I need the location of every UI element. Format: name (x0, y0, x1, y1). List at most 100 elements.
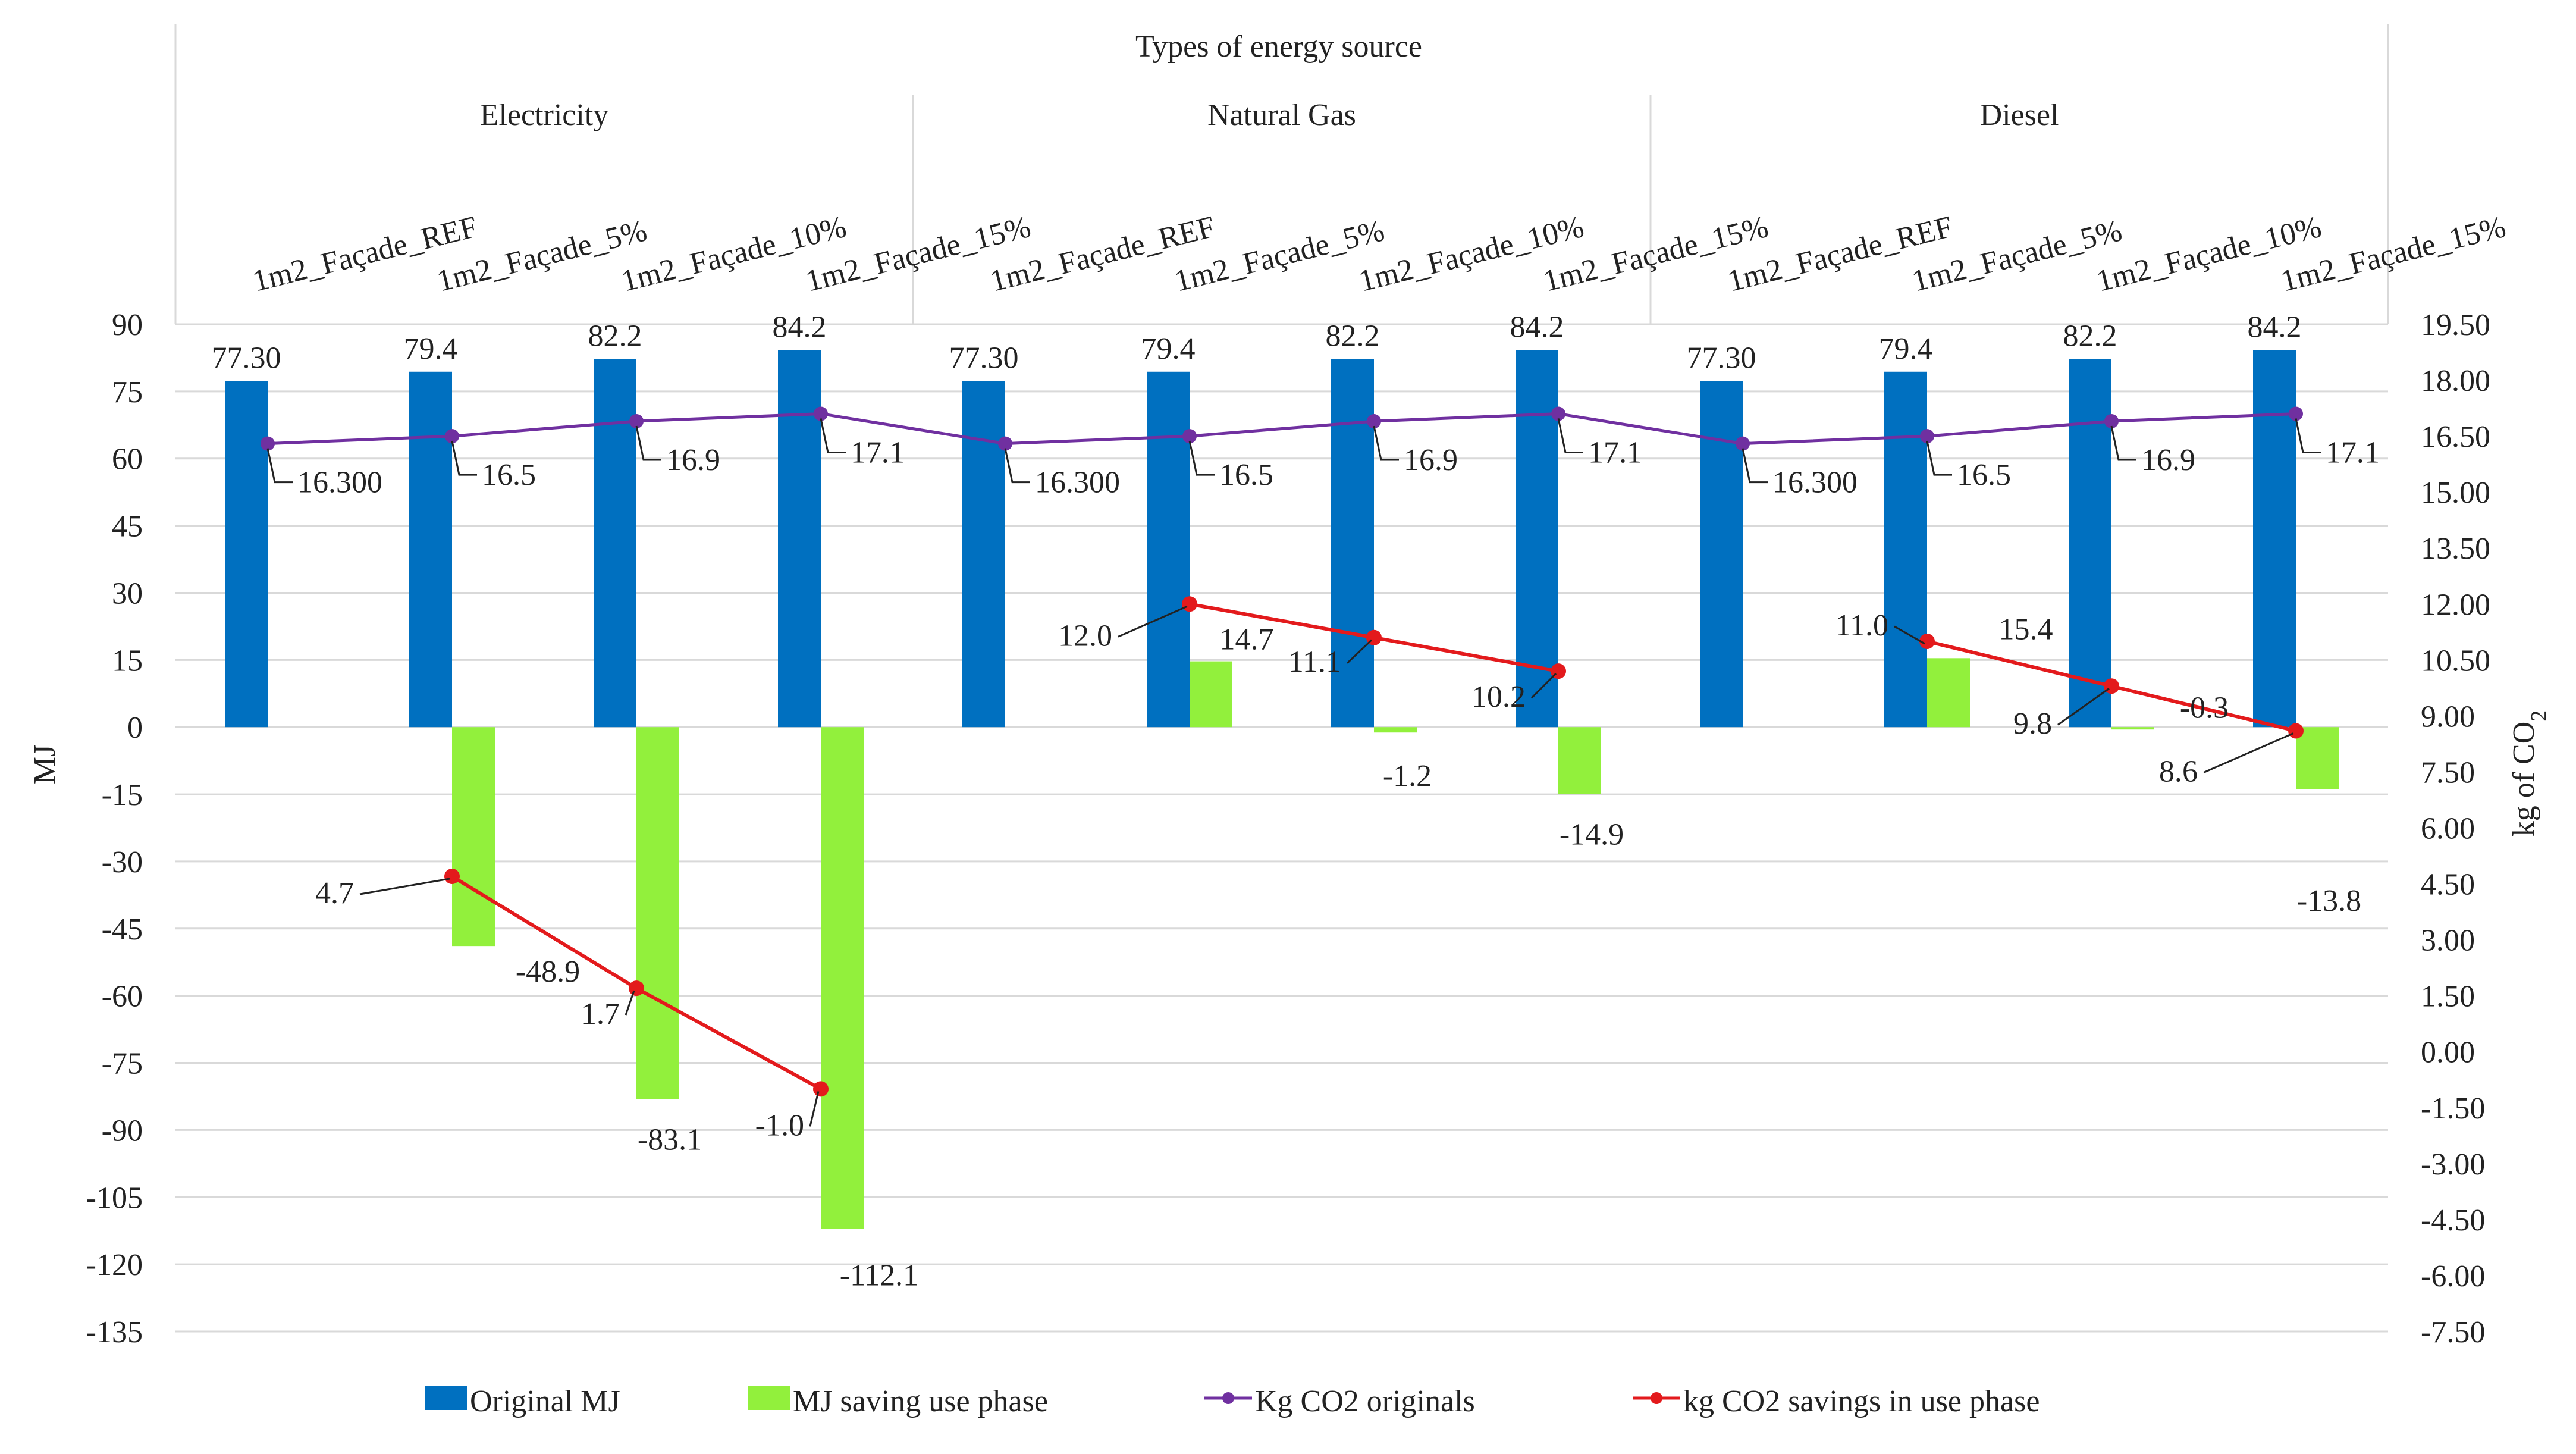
point-kg-co2-savings-label: 8.6 (2159, 754, 2198, 788)
point-kg-co2-savings (2288, 723, 2304, 739)
group-label: Diesel (1980, 98, 2059, 132)
point-kg-co2-savings-label: 9.8 (2013, 707, 2052, 741)
point-kg-co2-savings-label: 11.1 (1288, 645, 1341, 679)
point-kg-co2-originals (1182, 429, 1197, 444)
y2-tick-label: -7.50 (2421, 1315, 2485, 1349)
y-tick-label: 15 (112, 644, 143, 678)
point-kg-co2-savings-label: 1.7 (581, 997, 620, 1031)
bar-mj-saving-label: -1.2 (1383, 759, 1432, 793)
bar-original-mj-label: 84.2 (1510, 311, 1564, 344)
y2-tick-label: 1.50 (2421, 980, 2475, 1014)
leader-line (1894, 625, 1925, 645)
y2-tick-label: 16.50 (2421, 420, 2490, 454)
bar-original-mj-label: 79.4 (404, 332, 458, 366)
y2-axis-title-main: kg of CO (2507, 722, 2541, 837)
bar-original-mj-label: 82.2 (2063, 319, 2117, 353)
legend-label: kg CO2 savings in use phase (1683, 1384, 2040, 1418)
data-labels: 77.30 79.4 82.2 84.2 77.30 79.4 82.2 84.2 77.30 7… (212, 311, 2380, 1293)
bar-original-mj (2253, 350, 2296, 728)
bar-mj-saving (452, 727, 495, 947)
leader-line (625, 990, 635, 1016)
point-kg-co2-originals (629, 414, 644, 429)
leader-line (1530, 673, 1557, 699)
y2-tick-label: 4.50 (2421, 868, 2475, 902)
leader-line (2110, 425, 2136, 461)
lines (261, 406, 2304, 1097)
point-kg-co2-savings-label: 12.0 (1058, 619, 1112, 653)
y2-tick-label: 15.00 (2421, 476, 2490, 510)
y-tick-label: 90 (112, 308, 143, 342)
y2-tick-label: 12.00 (2421, 588, 2490, 622)
y-tick-label: -105 (86, 1181, 143, 1215)
leader-line (1557, 418, 1583, 453)
legend-label: MJ saving use phase (793, 1384, 1048, 1418)
bar-mj-saving-label: -83.1 (638, 1123, 702, 1157)
y-tick-label: 75 (112, 375, 143, 409)
point-kg-co2-savings-label: 4.7 (315, 876, 354, 910)
point-kg-co2-originals-label: 16.9 (1404, 443, 1458, 477)
leader-line (1373, 425, 1399, 461)
bar-original-mj-label: 77.30 (949, 341, 1019, 375)
bar-mj-saving (1558, 727, 1601, 794)
bar-mj-saving (2111, 727, 2154, 730)
bar-mj-saving-label: 14.7 (1220, 623, 1274, 657)
legend-swatch-marker (1222, 1392, 1234, 1404)
leader-line (1926, 440, 1952, 476)
y2-tick-label: 7.50 (2421, 756, 2475, 789)
point-kg-co2-originals-label: 17.1 (1588, 435, 1642, 469)
bar-original-mj-label: 82.2 (1326, 319, 1380, 353)
bar-mj-saving-label: -13.8 (2297, 884, 2361, 918)
y2-axis-title: kg of CO2 (2507, 710, 2552, 837)
bar-mj-saving-label: -112.1 (840, 1259, 918, 1293)
point-kg-co2-originals (2289, 406, 2303, 421)
y2-tick-label: -1.50 (2421, 1092, 2485, 1126)
bar-original-mj (2069, 359, 2111, 728)
point-kg-co2-originals (1551, 406, 1565, 421)
leader-line (1742, 448, 1768, 484)
legend-label: Original MJ (470, 1384, 620, 1418)
leader-line (635, 425, 661, 461)
group-label: Electricity (480, 98, 609, 132)
bar-mj-saving-label: -0.3 (2180, 691, 2229, 725)
y2-tick-label: -4.50 (2421, 1204, 2485, 1237)
y2-tick-label: 18.00 (2421, 364, 2490, 398)
point-kg-co2-originals-label: 17.1 (851, 435, 905, 469)
point-kg-co2-savings (444, 869, 460, 885)
bar-original-mj (1884, 371, 1927, 728)
bar-original-mj-label: 84.2 (773, 311, 827, 344)
bar-original-mj (962, 381, 1005, 728)
point-kg-co2-originals-label: 16.5 (1957, 458, 2011, 492)
bar-mj-saving (636, 727, 679, 1099)
point-kg-co2-originals (1736, 436, 1750, 451)
leader-line (2203, 732, 2294, 773)
bar-original-mj (409, 371, 452, 728)
leader-line (1118, 605, 1188, 638)
leader-line (809, 1091, 820, 1127)
point-kg-co2-originals (998, 436, 1012, 451)
point-kg-co2-originals (814, 406, 828, 421)
leader-line (1004, 448, 1030, 484)
y2-tick-label: 13.50 (2421, 532, 2490, 566)
bar-mj-saving-label: 15.4 (1999, 612, 2053, 646)
gridlines (175, 323, 2388, 1333)
y2-tick-label: 9.00 (2421, 700, 2475, 734)
line-kg-co2-originals (267, 412, 2296, 446)
point-kg-co2-savings (629, 980, 644, 997)
point-kg-co2-savings (1182, 596, 1197, 612)
point-kg-co2-originals-label: 16.300 (1772, 466, 1858, 500)
y-tick-label: -30 (102, 845, 143, 879)
bar-original-mj-label: 77.30 (212, 341, 281, 375)
leader-line (451, 440, 477, 476)
point-kg-co2-savings (813, 1081, 829, 1097)
y2-tick-label: -3.00 (2421, 1148, 2485, 1182)
bar-original-mj-label: 77.30 (1687, 341, 1756, 375)
point-kg-co2-savings-label: 10.2 (1471, 680, 1526, 714)
y2-tick-label: 3.00 (2421, 924, 2475, 958)
y-tick-label: -135 (86, 1315, 143, 1349)
bar-mj-saving-label: -48.9 (516, 955, 580, 989)
leader-line (1346, 639, 1373, 664)
leader-line (359, 878, 450, 895)
y-tick-label: -120 (86, 1248, 143, 1282)
bar-mj-saving (1190, 661, 1232, 728)
